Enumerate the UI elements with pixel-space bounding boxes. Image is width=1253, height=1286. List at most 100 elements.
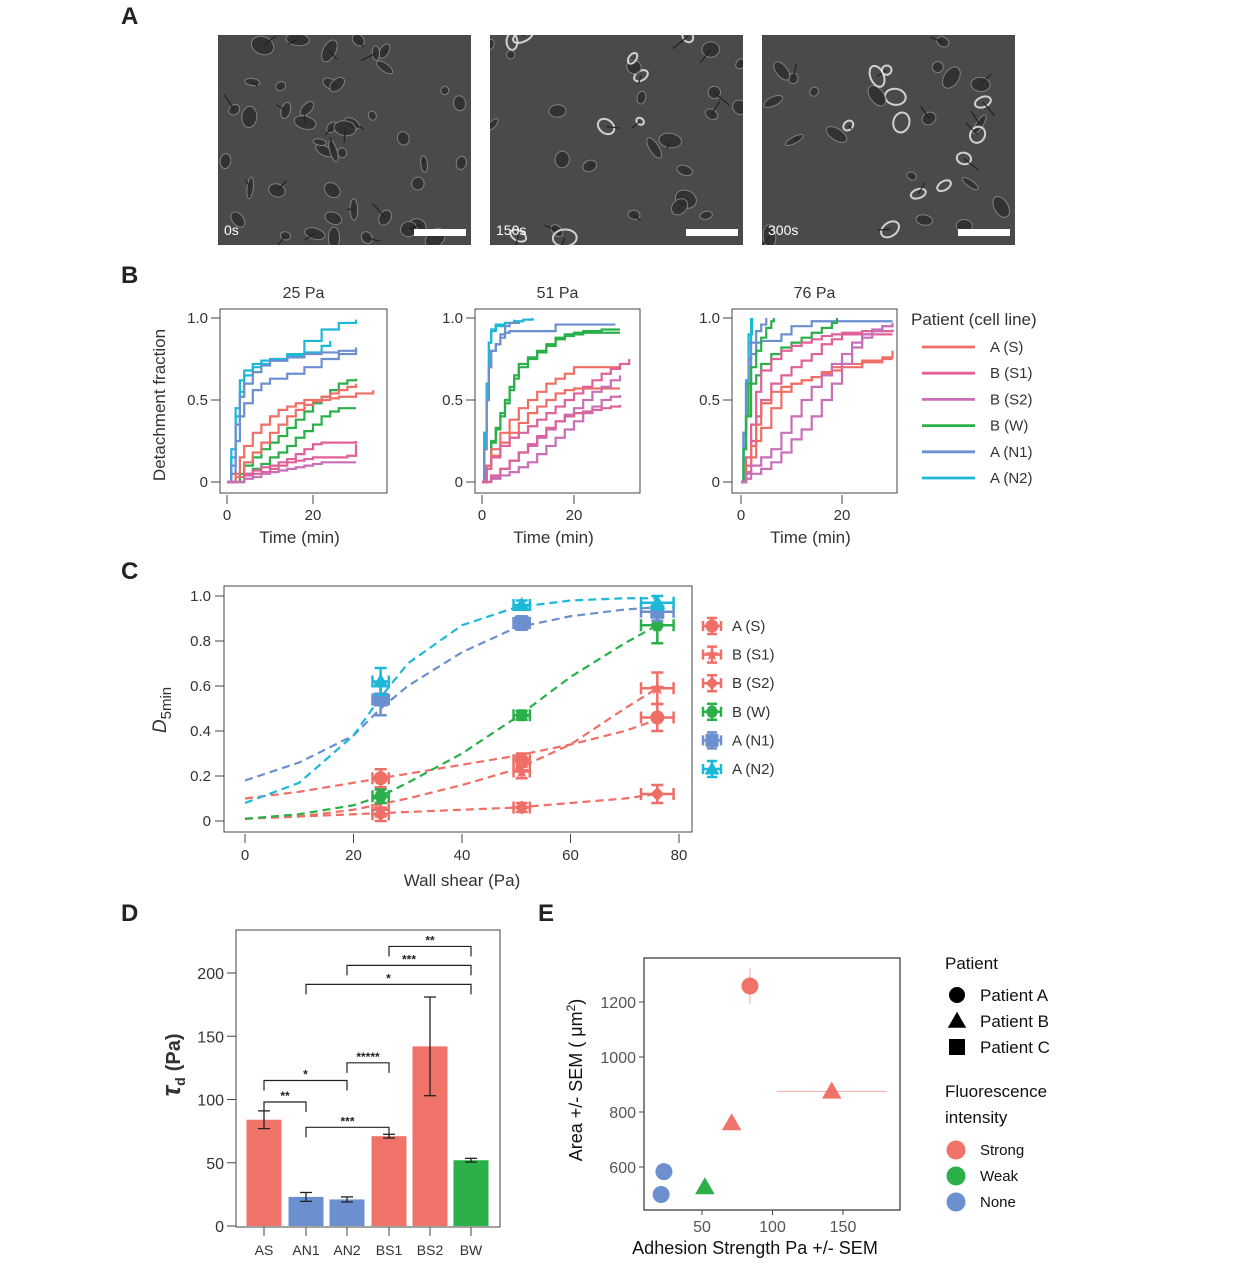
legend-swatch — [946, 1166, 966, 1186]
cell-process — [633, 214, 642, 222]
series-line-BS2 — [741, 324, 894, 484]
x-tick-label: AN1 — [292, 1242, 319, 1258]
cell — [554, 150, 570, 169]
data-point — [373, 771, 388, 786]
y-axis-label-main: τ — [156, 1085, 186, 1097]
x-tick-label: 0 — [241, 847, 249, 864]
series-AN1 — [371, 601, 675, 717]
cell-process — [917, 182, 926, 195]
cell — [275, 81, 287, 92]
data-point-B-weak — [695, 1177, 715, 1195]
cell — [420, 155, 428, 173]
data-point — [514, 763, 529, 778]
cell — [735, 58, 743, 70]
cell-process — [561, 237, 566, 245]
cell — [378, 43, 391, 59]
bracket-line — [346, 1062, 390, 1073]
legend-title: Patient (cell line) — [911, 310, 1037, 329]
significance-label: * — [303, 1068, 308, 1082]
x-tick-label: 20 — [566, 507, 583, 524]
cell-process — [245, 179, 251, 189]
cell-process — [877, 228, 891, 231]
cell-process — [522, 35, 525, 37]
cell-process — [963, 157, 979, 171]
cell — [329, 76, 345, 93]
cell-process — [324, 126, 333, 136]
x-tick-label: BS2 — [417, 1242, 444, 1258]
series-line-AN1 — [227, 349, 358, 484]
cell — [246, 176, 255, 200]
y-tick-label: 1.0 — [442, 310, 463, 327]
cell — [230, 211, 246, 228]
cell-process — [740, 61, 743, 65]
cell-texture — [219, 35, 467, 245]
y-tick-label: 1.0 — [190, 588, 211, 605]
y-tick-label: 0 — [200, 474, 208, 491]
y-axis-label: D5min — [150, 687, 175, 733]
plot-frame — [731, 308, 898, 494]
marker — [652, 1186, 670, 1203]
data-point — [373, 807, 388, 822]
bar-AN2 — [329, 1199, 365, 1226]
error-bar-BS2 — [424, 996, 436, 1097]
cell — [400, 221, 418, 238]
cell-process — [329, 137, 335, 152]
cell-process — [631, 120, 641, 129]
cell — [312, 138, 327, 146]
cell — [671, 198, 689, 216]
cell — [969, 125, 987, 144]
fit-curve-BS1 — [244, 687, 658, 820]
cell — [548, 104, 567, 118]
legend-title: Patient — [945, 954, 998, 973]
data-point — [650, 710, 665, 725]
cell-process — [762, 236, 770, 245]
plot-frame — [474, 308, 641, 494]
cell — [701, 41, 720, 58]
series-BS2 — [371, 783, 675, 823]
cell — [867, 85, 887, 107]
cell-process — [589, 163, 595, 167]
cell — [596, 117, 616, 136]
cell — [509, 228, 528, 243]
cell — [327, 226, 340, 245]
cell — [635, 116, 645, 126]
marker — [695, 1177, 715, 1195]
legend-marker — [947, 1011, 967, 1028]
cell-process — [965, 122, 979, 136]
legend-label: A (S) — [990, 339, 1023, 356]
cell-process — [632, 57, 635, 60]
x-tick-label: 0 — [223, 507, 231, 524]
cell-process — [277, 235, 286, 245]
y-tick-label: 0 — [712, 474, 720, 491]
significance-label: *** — [402, 952, 416, 966]
panel-d-letter: D — [121, 900, 139, 927]
cell — [961, 176, 979, 191]
cell — [931, 61, 944, 74]
series-line-AN2 — [482, 319, 516, 484]
y-tick-label: 1.0 — [699, 310, 720, 327]
legend-marker — [705, 676, 719, 690]
cell — [512, 35, 534, 44]
x-tick-label: 20 — [305, 507, 322, 524]
y-axis-label: τd (Pa) — [156, 1034, 188, 1097]
cell — [825, 126, 848, 143]
cell — [892, 111, 911, 134]
y-tick-label: 0 — [203, 813, 211, 830]
y-axis-label: Area +/- SEM ( μm2) — [564, 999, 586, 1162]
cell — [626, 51, 639, 65]
bracket-line — [263, 1101, 307, 1113]
legend: Patient (cell line) A (S) B (S1) B (S2) B (W… — [911, 310, 1037, 487]
significance-label: ** — [280, 1089, 290, 1103]
y-tick-label: 0.6 — [190, 678, 211, 695]
data-point-B-strong — [721, 1113, 742, 1131]
fit-curve-BW — [244, 624, 658, 820]
series-line-BW — [482, 331, 620, 484]
y-tick-label: 0.5 — [442, 392, 463, 409]
bracket-line — [388, 945, 472, 957]
error-bar-AN1 — [300, 1191, 312, 1202]
x-tick-label: 0 — [737, 507, 745, 524]
series-BW — [371, 606, 675, 805]
cell-process — [252, 81, 259, 87]
cell — [299, 100, 315, 117]
